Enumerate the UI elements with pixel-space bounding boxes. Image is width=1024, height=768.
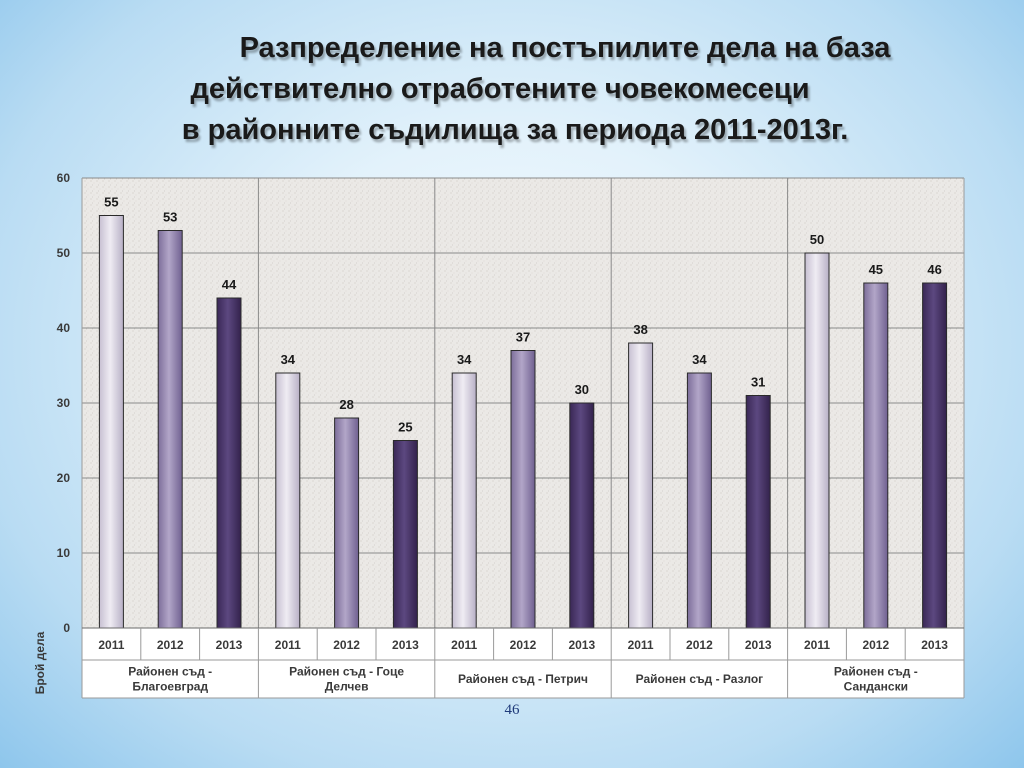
y-tick-label: 40: [57, 321, 71, 335]
data-label: 25: [398, 420, 412, 435]
page-number: 46: [504, 702, 520, 718]
group-label: Сандански: [844, 680, 908, 694]
bar: [451, 372, 477, 629]
group-label: Районен съд -: [834, 665, 918, 679]
bar: [628, 342, 654, 629]
bar: [863, 282, 889, 629]
group-label: Благоевград: [132, 680, 208, 694]
data-label: 55: [104, 195, 118, 210]
bar: [216, 297, 242, 629]
x-tick-label: 2012: [157, 638, 184, 652]
y-tick-label: 0: [63, 621, 70, 635]
group-label: Районен съд - Гоце: [289, 665, 404, 679]
data-label: 34: [281, 352, 296, 367]
data-label: 34: [457, 352, 472, 367]
data-label: 30: [575, 382, 589, 397]
x-tick-label: 2012: [862, 638, 889, 652]
bar: [98, 215, 124, 629]
title-line-3: в районните съдилища за периода 2011-201…: [181, 114, 849, 146]
bar: [804, 252, 830, 629]
bar: [745, 395, 771, 629]
bar: [686, 372, 712, 629]
x-tick-label: 2011: [628, 638, 654, 652]
data-label: 50: [810, 232, 824, 247]
x-tick-label: 2013: [216, 638, 243, 652]
bar: [569, 402, 595, 629]
bar: [922, 282, 948, 629]
x-tick-label: 2012: [686, 638, 713, 652]
y-tick-label: 30: [57, 396, 71, 410]
chart-title: Разпределение на постъпилите дела на баз…: [60, 28, 1000, 151]
x-tick-label: 2012: [333, 638, 360, 652]
title-line-2: действително отработените човекомесеци: [190, 73, 810, 105]
data-label: 53: [163, 210, 177, 225]
y-tick-label: 10: [57, 546, 71, 560]
data-label: 31: [751, 375, 765, 390]
x-tick-label: 2011: [451, 638, 477, 652]
data-label: 34: [692, 352, 707, 367]
y-tick-label: 50: [57, 246, 71, 260]
data-label: 44: [222, 277, 237, 292]
group-label: Районен съд - Разлог: [636, 672, 764, 686]
data-label: 45: [869, 262, 883, 277]
category-table: [82, 628, 964, 698]
bar: [334, 417, 360, 629]
bar: [275, 372, 301, 629]
y-tick-label: 60: [57, 171, 71, 185]
x-tick-label: 2011: [275, 638, 301, 652]
x-tick-label: 2013: [392, 638, 419, 652]
x-tick-label: 2011: [98, 638, 124, 652]
group-label: Районен съд - Петрич: [458, 672, 588, 686]
data-label: 38: [633, 322, 647, 337]
bar: [510, 350, 536, 629]
x-tick-label: 2013: [568, 638, 595, 652]
x-tick-label: 2013: [921, 638, 948, 652]
data-label: 28: [339, 397, 353, 412]
x-tick-label: 2012: [510, 638, 537, 652]
data-label: 46: [927, 262, 941, 277]
group-label: Делчев: [325, 680, 369, 694]
x-tick-label: 2011: [804, 638, 830, 652]
bar: [392, 440, 418, 629]
group-label: Районен съд -: [128, 665, 212, 679]
x-tick-label: 2013: [745, 638, 772, 652]
title-line-1: Разпределение на постъпилите дела на баз…: [239, 32, 891, 64]
bar: [157, 230, 183, 629]
y-tick-label: 20: [57, 471, 71, 485]
y-axis-label: Брой дела: [33, 631, 47, 694]
data-label: 37: [516, 330, 530, 345]
